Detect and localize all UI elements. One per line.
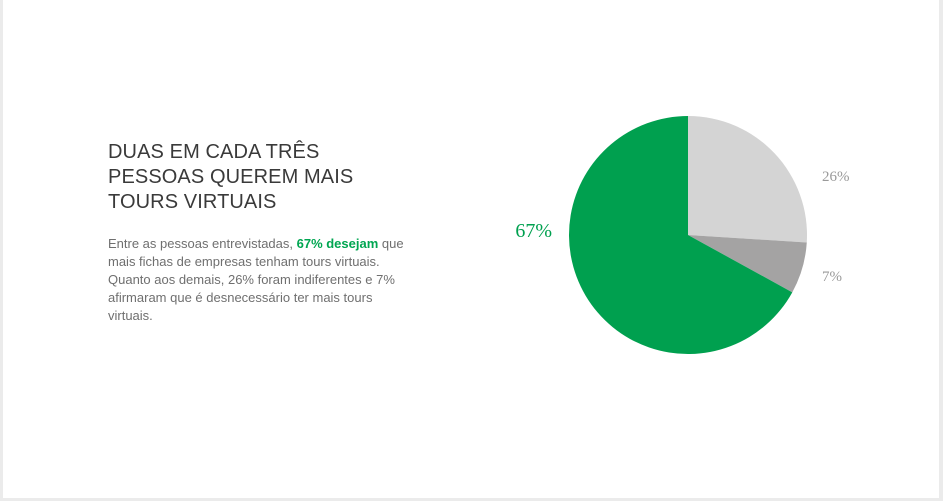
headline-line-1: DUAS EM CADA TRÊS xyxy=(108,141,320,163)
headline-line-2: PESSOAS QUEREM MAIS xyxy=(108,166,354,188)
pie-slice-26 xyxy=(688,116,808,243)
pie-slice-7 xyxy=(688,235,807,293)
description-rest: que mais fichas de empresas tenham tours… xyxy=(108,236,404,323)
headline-line-3: TOURS VIRTUAIS xyxy=(108,191,277,213)
description-intro: Entre as pessoas entrevistadas, xyxy=(108,236,297,251)
pie-label-26: 26% xyxy=(822,169,850,185)
headline: DUAS EM CADA TRÊS PESSOAS QUEREM MAIS TOUR… xyxy=(108,140,408,215)
pie-label-7: 7% xyxy=(822,269,842,285)
pie-label-67: 67% xyxy=(515,220,552,242)
pie-slice-67 xyxy=(569,116,793,354)
description-paragraph: Entre as pessoas entrevistadas, 67% dese… xyxy=(108,235,408,325)
description-highlight: 67% desejam xyxy=(296,236,379,251)
